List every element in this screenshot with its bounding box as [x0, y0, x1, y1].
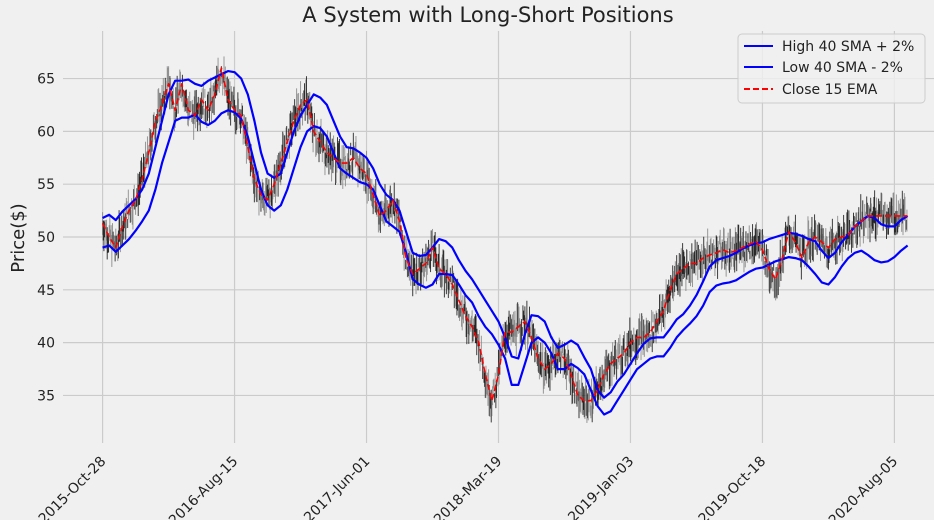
y-tick-label: 55: [37, 177, 55, 193]
ema-line: [101, 67, 908, 402]
y-tick-label: 40: [37, 336, 55, 352]
legend-label-ema: Close 15 EMA: [782, 82, 878, 98]
y-axis-label: Price($): [8, 203, 29, 272]
y-tick-label: 60: [37, 124, 55, 140]
low-band-line: [102, 109, 909, 416]
high-band-line: [102, 70, 909, 399]
y-tick-label: 50: [37, 230, 55, 246]
legend-label-low: Low 40 SMA - 2%: [782, 60, 903, 76]
legend-label-high: High 40 SMA + 2%: [782, 39, 914, 55]
y-tick-label: 45: [37, 283, 55, 299]
y-tick-label: 65: [37, 72, 55, 88]
indicator-series: [101, 67, 909, 416]
chart-title: A System with Long-Short Positions: [302, 3, 673, 27]
y-tick-label: 35: [37, 388, 55, 404]
legend: High 40 SMA + 2% Low 40 SMA - 2% Close 1…: [737, 33, 926, 104]
legend-box: [737, 33, 926, 104]
